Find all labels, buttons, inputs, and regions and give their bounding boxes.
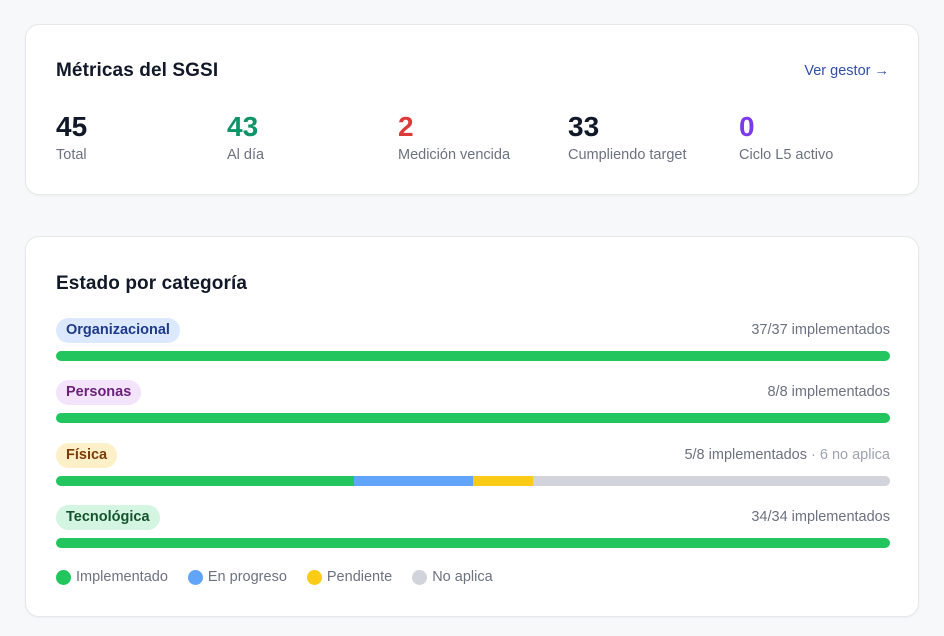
category-progress-bar	[56, 538, 890, 548]
legend-dot-icon	[56, 569, 71, 585]
category-progress-bar	[56, 413, 890, 423]
bar-segment-implementado	[56, 351, 890, 361]
category-count: 34/34 implementados	[751, 509, 890, 525]
view-manager-link[interactable]: Ver gestor →	[804, 63, 889, 79]
metric-label: Ciclo L5 activo	[739, 147, 834, 163]
category-card-title: Estado por categoría	[56, 273, 247, 294]
metric-up-to-date: 43 Al día	[227, 111, 397, 163]
legend-label: En progreso	[207, 569, 287, 585]
category-count: 5/8 implementados · 6 no aplica	[684, 447, 890, 463]
metric-value: 45	[56, 111, 88, 142]
not-applicable-note: · 6 no aplica	[806, 447, 890, 463]
legend-label: No aplica	[432, 569, 493, 585]
category-progress-bar	[56, 351, 890, 361]
status-legend: Implementado En progreso Pendiente No ap…	[56, 569, 513, 585]
category-status-card: Estado por categoría Organizacional 37/3…	[25, 236, 919, 617]
legend-item-implementado: Implementado	[56, 569, 168, 585]
metric-value: 2	[398, 111, 414, 142]
bar-segment-no-aplica	[532, 476, 890, 486]
metric-value: 33	[568, 111, 600, 142]
category-badge: Personas	[56, 380, 142, 405]
metric-label: Cumpliendo target	[568, 147, 687, 163]
implemented-count: 34/34 implementados	[751, 509, 890, 525]
category-row-fisica: Física 5/8 implementados · 6 no aplica	[56, 443, 890, 488]
metric-overdue-measurement: 2 Medición vencida	[398, 111, 568, 163]
category-row-tecnologica: Tecnológica 34/34 implementados	[56, 505, 890, 550]
legend-label: Pendiente	[326, 569, 393, 585]
category-row-personas: Personas 8/8 implementados	[56, 380, 890, 425]
category-badge: Física	[56, 443, 118, 468]
legend-label: Implementado	[76, 569, 168, 585]
legend-item-no-aplica: No aplica	[412, 569, 493, 585]
legend-item-en-progreso: En progreso	[187, 569, 287, 585]
category-progress-bar	[56, 476, 890, 486]
bar-segment-implementado	[56, 413, 890, 423]
legend-item-pendiente: Pendiente	[306, 569, 393, 585]
bar-segment-implementado	[56, 476, 354, 486]
metrics-card-title: Métricas del SGSI	[56, 60, 219, 81]
bar-segment-implementado	[56, 538, 890, 548]
metric-value: 0	[739, 111, 755, 142]
category-row-organizacional: Organizacional 37/37 implementados	[56, 318, 890, 363]
sgsi-metrics-card: Métricas del SGSI Ver gestor → 45 Total …	[25, 24, 919, 195]
category-badge: Tecnológica	[56, 505, 160, 530]
metric-label: Medición vencida	[398, 147, 511, 163]
metric-l5-cycle-active: 0 Ciclo L5 activo	[739, 111, 909, 163]
implemented-count: 8/8 implementados	[767, 384, 890, 400]
metric-label: Total	[56, 147, 87, 163]
metric-value: 43	[227, 111, 259, 142]
category-count: 37/37 implementados	[751, 322, 890, 338]
implemented-count: 37/37 implementados	[751, 322, 890, 338]
legend-dot-icon	[306, 569, 322, 585]
bar-segment-en-progreso	[353, 476, 473, 486]
legend-dot-icon	[187, 569, 203, 585]
metric-meeting-target: 33 Cumpliendo target	[568, 111, 738, 163]
bar-segment-pendiente	[472, 476, 533, 486]
legend-dot-icon	[412, 569, 428, 585]
metric-label: Al día	[227, 147, 265, 163]
category-count: 8/8 implementados	[767, 384, 890, 400]
metric-total: 45 Total	[56, 111, 226, 163]
implemented-count: 5/8 implementados	[684, 447, 807, 463]
category-badge: Organizacional	[56, 318, 180, 343]
